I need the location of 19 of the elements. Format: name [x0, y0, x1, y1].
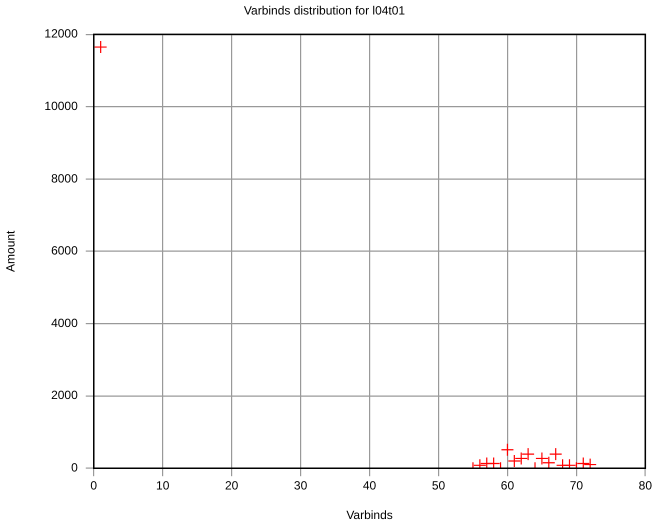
x-tick-label: 40 [362, 478, 377, 493]
x-tick-label: 0 [90, 478, 98, 493]
chart-title: Varbinds distribution for l04t01 [244, 4, 406, 18]
y-tick-label: 4000 [51, 316, 78, 330]
x-axis-title: Varbinds [346, 508, 393, 522]
y-tick-label: 6000 [51, 244, 78, 258]
x-tick-label: 50 [432, 478, 446, 493]
x-tick-label: 10 [156, 478, 170, 493]
x-tick-label: 80 [638, 478, 652, 493]
y-axis-title: Amount [4, 230, 18, 272]
x-tick-label: 30 [294, 478, 308, 493]
y-tick-label: 2000 [51, 388, 78, 402]
y-tick-label: 12000 [44, 26, 78, 41]
y-tick-label: 10000 [44, 99, 78, 114]
y-tick-label: 8000 [51, 171, 78, 186]
x-tick-label: 70 [570, 478, 584, 493]
x-tick-label: 60 [500, 478, 514, 493]
y-tick-label: 0 [71, 460, 78, 475]
x-tick-label: 20 [224, 478, 239, 493]
